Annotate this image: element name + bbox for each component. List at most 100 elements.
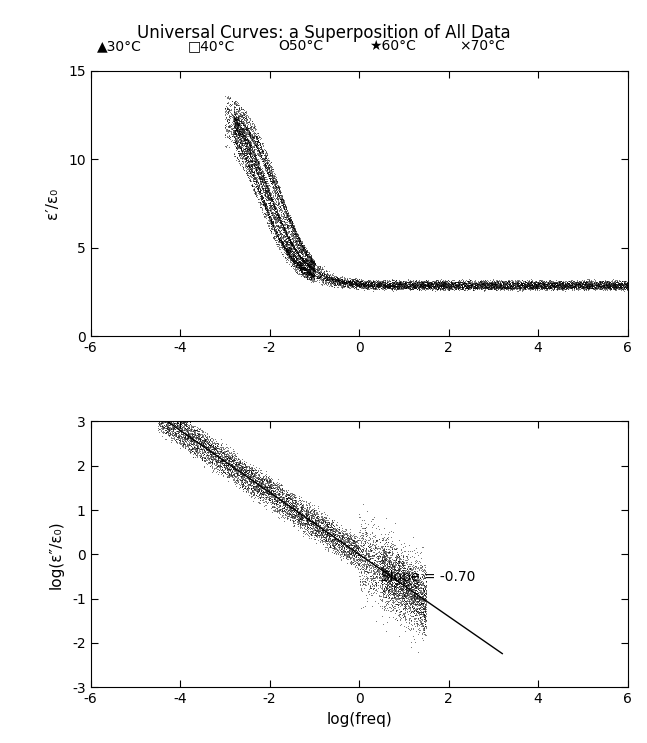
Point xyxy=(246,482,256,494)
Point xyxy=(223,97,233,108)
Point xyxy=(253,179,263,191)
Point xyxy=(313,523,324,535)
Point xyxy=(248,480,259,492)
Point xyxy=(302,259,313,271)
Point xyxy=(389,598,400,610)
Point xyxy=(369,279,380,291)
Point xyxy=(388,580,399,592)
Point xyxy=(291,250,301,262)
Point xyxy=(406,578,416,590)
Point xyxy=(166,422,176,434)
Point xyxy=(220,129,230,141)
Point xyxy=(514,277,525,289)
Point xyxy=(322,527,333,539)
Point xyxy=(529,279,540,291)
Point xyxy=(382,568,393,580)
Point xyxy=(439,280,450,292)
Point xyxy=(340,277,351,289)
Point xyxy=(400,600,411,611)
Point xyxy=(289,260,299,272)
Point xyxy=(298,244,308,256)
Point xyxy=(576,278,586,290)
Point xyxy=(186,437,196,449)
Point xyxy=(283,248,294,260)
Point xyxy=(389,279,400,291)
Point xyxy=(366,282,377,293)
Point xyxy=(542,283,553,295)
Point xyxy=(236,473,247,485)
Point xyxy=(287,237,297,249)
Point xyxy=(232,474,242,486)
Point xyxy=(273,232,283,244)
Point xyxy=(269,497,280,509)
Point xyxy=(532,279,542,291)
Point xyxy=(287,241,298,253)
Point xyxy=(393,589,404,601)
Point xyxy=(304,513,314,525)
Point xyxy=(458,277,468,289)
Point xyxy=(325,541,335,553)
Point xyxy=(234,117,244,129)
Point xyxy=(335,276,345,288)
Point xyxy=(271,219,281,231)
Point xyxy=(293,502,303,514)
Point xyxy=(281,235,291,247)
Point xyxy=(291,496,302,508)
Point xyxy=(230,458,240,470)
Point xyxy=(421,605,431,617)
Point xyxy=(479,284,489,296)
Point xyxy=(247,467,257,478)
Point xyxy=(222,471,232,483)
Point xyxy=(619,285,630,296)
Point xyxy=(253,127,263,139)
Point xyxy=(192,442,203,454)
Point xyxy=(330,528,340,540)
Point xyxy=(222,115,232,127)
Point xyxy=(258,478,269,490)
Point xyxy=(407,601,417,613)
Point xyxy=(164,422,175,434)
Point xyxy=(364,531,375,542)
Point xyxy=(334,538,344,550)
Point xyxy=(322,273,333,285)
Point xyxy=(298,502,308,513)
Point xyxy=(414,276,424,288)
Point xyxy=(319,531,329,543)
Point xyxy=(569,282,579,293)
Point xyxy=(160,433,170,445)
Point xyxy=(355,546,366,558)
Point xyxy=(397,280,408,292)
Point xyxy=(375,567,385,579)
Point xyxy=(398,573,408,585)
Point xyxy=(236,470,247,482)
Point xyxy=(199,452,210,464)
Point xyxy=(580,279,591,291)
Point xyxy=(460,278,470,290)
Point xyxy=(406,588,417,600)
Point xyxy=(294,251,304,263)
Point xyxy=(222,458,232,470)
Point xyxy=(299,516,309,528)
Point xyxy=(328,522,338,533)
Point xyxy=(312,522,322,533)
Point xyxy=(389,562,399,574)
Point xyxy=(270,176,280,188)
Point xyxy=(250,189,261,201)
Point xyxy=(257,481,267,493)
Point xyxy=(270,201,280,212)
Point xyxy=(309,258,319,270)
Point xyxy=(178,424,188,436)
Point xyxy=(421,614,431,626)
Point xyxy=(281,496,292,508)
Point xyxy=(274,211,285,223)
Point xyxy=(344,276,355,288)
Point xyxy=(202,447,212,458)
Point xyxy=(237,461,248,473)
Point xyxy=(186,447,196,458)
Point xyxy=(389,593,399,605)
Point xyxy=(565,276,575,288)
Point xyxy=(512,277,522,289)
Point xyxy=(467,285,477,296)
Point xyxy=(418,571,428,583)
Point xyxy=(375,561,386,573)
